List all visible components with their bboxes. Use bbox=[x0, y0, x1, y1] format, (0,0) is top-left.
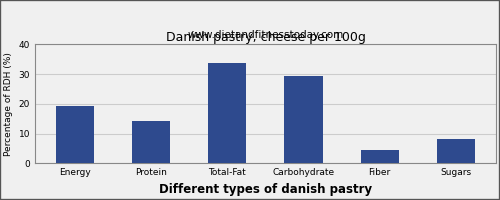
Bar bbox=[208, 63, 246, 163]
Bar bbox=[56, 106, 94, 163]
Bar bbox=[437, 139, 475, 163]
Bar bbox=[132, 121, 170, 163]
X-axis label: Different types of danish pastry: Different types of danish pastry bbox=[159, 183, 372, 196]
Y-axis label: Percentage of RDH (%): Percentage of RDH (%) bbox=[4, 52, 13, 156]
Bar bbox=[284, 76, 323, 163]
Bar bbox=[360, 150, 399, 163]
Text: www.dietandfitnesstoday.com: www.dietandfitnesstoday.com bbox=[188, 30, 344, 40]
Title: Danish pastry, cheese per 100g: Danish pastry, cheese per 100g bbox=[166, 31, 366, 44]
